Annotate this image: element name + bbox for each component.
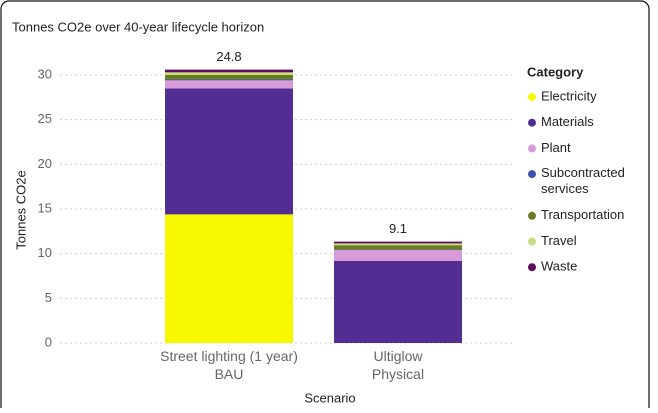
x-axis-title: Scenario [304,390,355,405]
bar-segment [334,243,462,245]
bar-segment [334,250,462,261]
legend-label: Plant [541,140,571,155]
legend-label: Waste [541,259,577,274]
legend-swatch [528,170,536,178]
y-tick-label: 20 [38,156,52,171]
bar-segment [334,261,462,343]
legend-label: Travel [541,233,577,248]
bar-segment [165,70,293,73]
y-tick-label: 0 [45,334,52,349]
card [1,1,649,408]
bar-segment [165,75,293,79]
y-tick-label: 10 [38,245,52,260]
total-label: 24.8 [216,49,241,64]
legend-swatch [528,93,536,101]
bar-segment [165,80,293,88]
bar-segment [165,88,293,214]
legend-label: Electricity [541,88,597,103]
bar-segment [334,245,462,249]
legend-swatch [528,119,536,127]
legend-swatch [528,212,536,220]
bar-segment [165,79,293,80]
legend-swatch [528,144,536,152]
y-tick-label: 5 [45,290,52,305]
y-tick-label: 25 [38,111,52,126]
legend-label: Materials [541,114,594,129]
y-tick-label: 15 [38,200,52,215]
total-label: 9.1 [389,221,407,236]
bar-segment [165,214,293,343]
y-tick-label: 30 [38,66,52,81]
legend-swatch [528,238,536,246]
legend-title: Category [527,64,584,79]
bar-segment [334,242,462,244]
chart-title: Tonnes CO2e over 40-year lifecycle horiz… [12,19,264,34]
bar-segment [165,72,293,75]
y-axis-title: Tonnes CO2e [13,170,28,250]
legend-label: Transportation [541,207,624,222]
legend-swatch [528,263,536,271]
